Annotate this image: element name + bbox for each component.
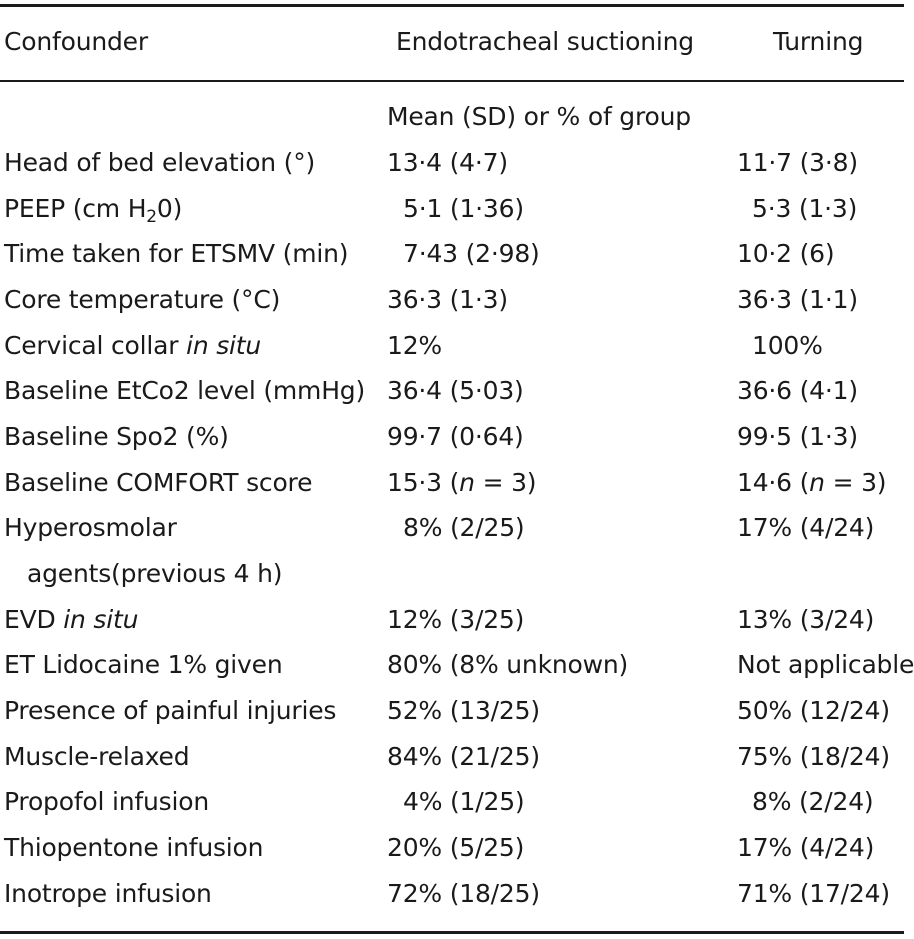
comfort-turning-tail: = 3) [824,468,887,497]
row-label-evd: EVD in situ [4,605,138,635]
comfort-turning-n: n [809,468,825,497]
row-suction-peep: 5·1 (1·36) [403,194,524,223]
row-label-spo2: Baseline Spo2 (%) [4,422,229,451]
row-turning-time-etsmv: 10·2 (6) [737,239,835,268]
row-turning-evd: 13% (3/24) [737,605,875,634]
comfort-suction-value: 15·3 ( [387,468,460,497]
row-suction-muscle-relaxed: 84% (21/25) [387,742,540,771]
row-turning-cervical-collar: 100% [752,331,823,360]
row-suction-painful-injuries: 52% (13/25) [387,696,540,725]
bottom-rule [0,931,904,934]
row-label-lidocaine: ET Lidocaine 1% given [4,650,283,679]
row-suction-thiopentone: 20% (5/25) [387,833,525,862]
row-suction-etco2: 36·4 (5·03) [387,376,524,405]
row-turning-thiopentone: 17% (4/24) [737,833,875,862]
row-suction-head-of-bed: 13·4 (4·7) [387,148,508,177]
row-suction-hyperosmolar: 8% (2/25) [403,513,525,542]
row-turning-painful-injuries: 50% (12/24) [737,696,890,725]
row-label-thiopentone: Thiopentone infusion [4,833,264,862]
comfort-suction-n: n [459,468,475,497]
row-label-time-etsmv: Time taken for ETSMV (min) [4,239,349,268]
row-turning-comfort: 14·6 (n = 3) [737,468,887,498]
peep-label-text: PEEP (cm H [4,194,147,223]
top-rule [0,4,904,7]
row-turning-etco2: 36·6 (4·1) [737,376,858,405]
row-turning-core-temp: 36·3 (1·1) [737,285,858,314]
row-label-hyperosmolar: Hyperosmolar [4,513,177,542]
row-suction-propofol: 4% (1/25) [403,787,525,816]
row-suction-core-temp: 36·3 (1·3) [387,285,508,314]
row-suction-lidocaine: 80% (8% unknown) [387,650,629,679]
row-label-peep: PEEP (cm H20) [4,194,183,227]
row-label-etco2: Baseline EtCo2 level (mmHg) [4,376,366,405]
row-turning-inotrope: 71% (17/24) [737,879,890,908]
row-suction-inotrope: 72% (18/25) [387,879,540,908]
evd-label-italic: in situ [63,605,139,634]
row-label-core-temp: Core temperature (°C) [4,285,281,314]
row-label-hyperosmolar-line2: agents(previous 4 h) [27,559,283,588]
header-rule [0,80,904,82]
row-label-inotrope: Inotrope infusion [4,879,212,908]
row-label-comfort: Baseline COMFORT score [4,468,313,497]
row-suction-spo2: 99·7 (0·64) [387,422,524,451]
row-label-muscle-relaxed: Muscle-relaxed [4,742,190,771]
row-suction-cervical-collar: 12% [387,331,442,360]
header-turning: Turning [773,27,864,56]
row-label-head-of-bed: Head of bed elevation (°) [4,148,316,177]
peep-subscript: 2 [146,207,157,227]
row-turning-muscle-relaxed: 75% (18/24) [737,742,890,771]
row-suction-evd: 12% (3/25) [387,605,525,634]
evd-label-text: EVD [4,605,64,634]
comfort-turning-value: 14·6 ( [737,468,810,497]
cervical-collar-text: Cervical collar [4,331,187,360]
row-turning-spo2: 99·5 (1·3) [737,422,858,451]
header-confounder: Confounder [4,27,148,56]
cervical-collar-italic: in situ [186,331,262,360]
row-label-propofol: Propofol infusion [4,787,209,816]
row-turning-peep: 5·3 (1·3) [752,194,858,223]
row-turning-head-of-bed: 11·7 (3·8) [737,148,858,177]
subheader-units: Mean (SD) or % of group [387,102,691,131]
row-label-cervical-collar: Cervical collar in situ [4,331,261,361]
row-turning-propofol: 8% (2/24) [752,787,874,816]
row-turning-lidocaine: Not applicable [737,650,914,679]
row-turning-hyperosmolar: 17% (4/24) [737,513,875,542]
row-suction-comfort: 15·3 (n = 3) [387,468,537,498]
comfort-suction-tail: = 3) [474,468,537,497]
row-suction-time-etsmv: 7·43 (2·98) [403,239,540,268]
header-endotracheal-suctioning: Endotracheal suctioning [396,27,694,56]
row-label-painful-injuries: Presence of painful injuries [4,696,337,725]
peep-label-tail: 0) [156,194,183,223]
